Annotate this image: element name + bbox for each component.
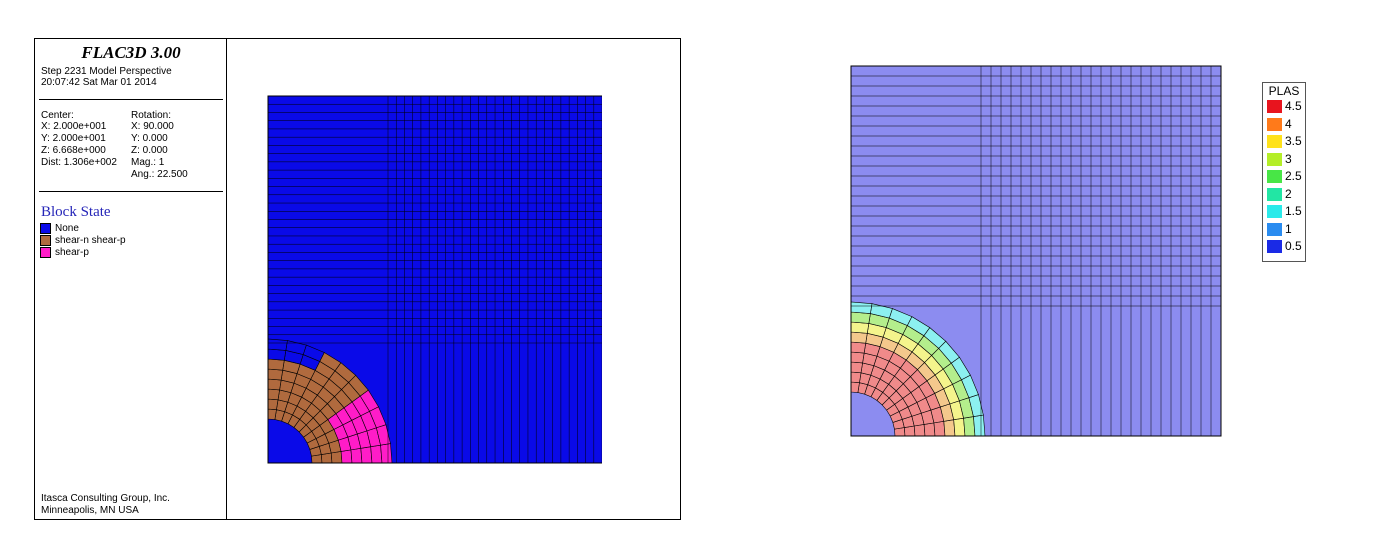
footer-company: Itasca Consulting Group, Inc. xyxy=(41,493,170,504)
contour-zone xyxy=(923,422,936,437)
plas-legend-swatch xyxy=(1267,100,1282,113)
legend-label: None xyxy=(55,223,79,234)
legend-label: shear-p xyxy=(55,247,89,258)
mesh-zone xyxy=(380,443,393,464)
center-x: X: 2.000e+001 xyxy=(41,121,107,132)
contour-zone xyxy=(850,331,868,344)
plas-legend-swatch xyxy=(1267,240,1282,253)
block-state-title: Block State xyxy=(41,204,111,220)
block-state-mesh xyxy=(267,95,602,464)
mesh-zone xyxy=(370,444,383,464)
info-panel: FLAC3D 3.00 Step 2231 Model Perspective … xyxy=(35,39,227,519)
contour-zone xyxy=(973,414,986,437)
plas-legend-swatch xyxy=(1267,152,1282,166)
timestamp-line: 20:07:42 Sat Mar 01 2014 xyxy=(41,77,157,88)
rotation-label: Rotation: xyxy=(131,110,172,121)
contour-zone xyxy=(850,371,862,383)
legend-swatch xyxy=(40,235,51,246)
mesh-zone xyxy=(340,449,353,464)
mesh-zone xyxy=(267,408,277,420)
mesh-zone xyxy=(350,447,363,464)
plas-legend-swatch xyxy=(1267,170,1282,183)
plas-legend: PLAS 4.5 4 3.5 3 2.5 2 1.5 1 0.5 xyxy=(1262,82,1306,262)
contour-zone xyxy=(913,424,926,437)
legend-swatch xyxy=(40,223,51,234)
mesh-zone xyxy=(330,451,343,464)
contour-zone xyxy=(850,361,863,374)
plas-legend-label: 4 xyxy=(1285,116,1292,131)
mesh-zone xyxy=(267,338,288,351)
contour-zone xyxy=(933,420,946,437)
plas-legend-label: 1.5 xyxy=(1285,204,1302,218)
plas-contour-mesh xyxy=(850,65,1222,437)
plas-legend-label: 4.5 xyxy=(1285,99,1302,113)
mesh-grid xyxy=(268,95,602,463)
rotation-x: X: 90.000 xyxy=(131,121,174,132)
mesh-zone xyxy=(267,348,287,361)
contour-zone xyxy=(850,341,867,354)
mesh-zone xyxy=(360,446,373,464)
contour-zone xyxy=(850,381,860,393)
plas-legend-swatch xyxy=(1267,117,1282,131)
mesh-border xyxy=(267,95,602,464)
rotation-z: Z: 0.000 xyxy=(131,145,168,156)
contour-border xyxy=(850,65,1222,437)
divider xyxy=(39,99,223,100)
legend-swatch xyxy=(40,247,51,258)
mesh-zone xyxy=(267,398,279,410)
center-y: Y: 2.000e+001 xyxy=(41,133,106,144)
contour-zone xyxy=(963,416,976,437)
plas-legend-swatch xyxy=(1267,222,1282,236)
rotation-y: Y: 0.000 xyxy=(131,133,168,144)
plas-legend-label: 3 xyxy=(1285,151,1292,166)
plas-legend-label: 3.5 xyxy=(1285,134,1302,148)
contour-zone xyxy=(943,419,956,437)
plas-legend-swatch xyxy=(1267,205,1282,218)
plas-legend-swatch xyxy=(1267,187,1282,201)
divider xyxy=(39,191,223,192)
plas-legend-label: 0.5 xyxy=(1285,239,1302,253)
step-line: Step 2231 Model Perspective xyxy=(41,66,172,77)
legend-label: shear-n shear-p xyxy=(55,235,126,246)
center-label: Center: xyxy=(41,110,74,121)
contour-zone xyxy=(850,321,870,334)
center-z: Z: 6.668e+000 xyxy=(41,145,106,156)
app-title: FLAC3D 3.00 xyxy=(81,43,181,62)
plas-legend-label: 1 xyxy=(1285,221,1292,236)
mesh-zone xyxy=(267,388,280,401)
contour-zone xyxy=(850,351,865,364)
contour-zone xyxy=(850,301,873,314)
ang-value: Ang.: 22.500 xyxy=(131,169,188,180)
mesh-zone xyxy=(267,368,284,381)
dist-value: Dist: 1.306e+002 xyxy=(41,157,117,168)
contour-zone xyxy=(953,417,966,437)
plas-legend-swatch xyxy=(1267,135,1282,148)
plas-legend-label: 2.5 xyxy=(1285,169,1302,183)
mesh-zone xyxy=(267,378,282,391)
contour-zone xyxy=(850,311,871,324)
plas-legend-label: 2 xyxy=(1285,186,1292,201)
mesh-zone xyxy=(267,358,285,371)
footer-location: Minneapolis, MN USA xyxy=(41,505,139,516)
mag-value: Mag.: 1 xyxy=(131,157,165,168)
plas-legend-title: PLAS xyxy=(1268,84,1300,98)
